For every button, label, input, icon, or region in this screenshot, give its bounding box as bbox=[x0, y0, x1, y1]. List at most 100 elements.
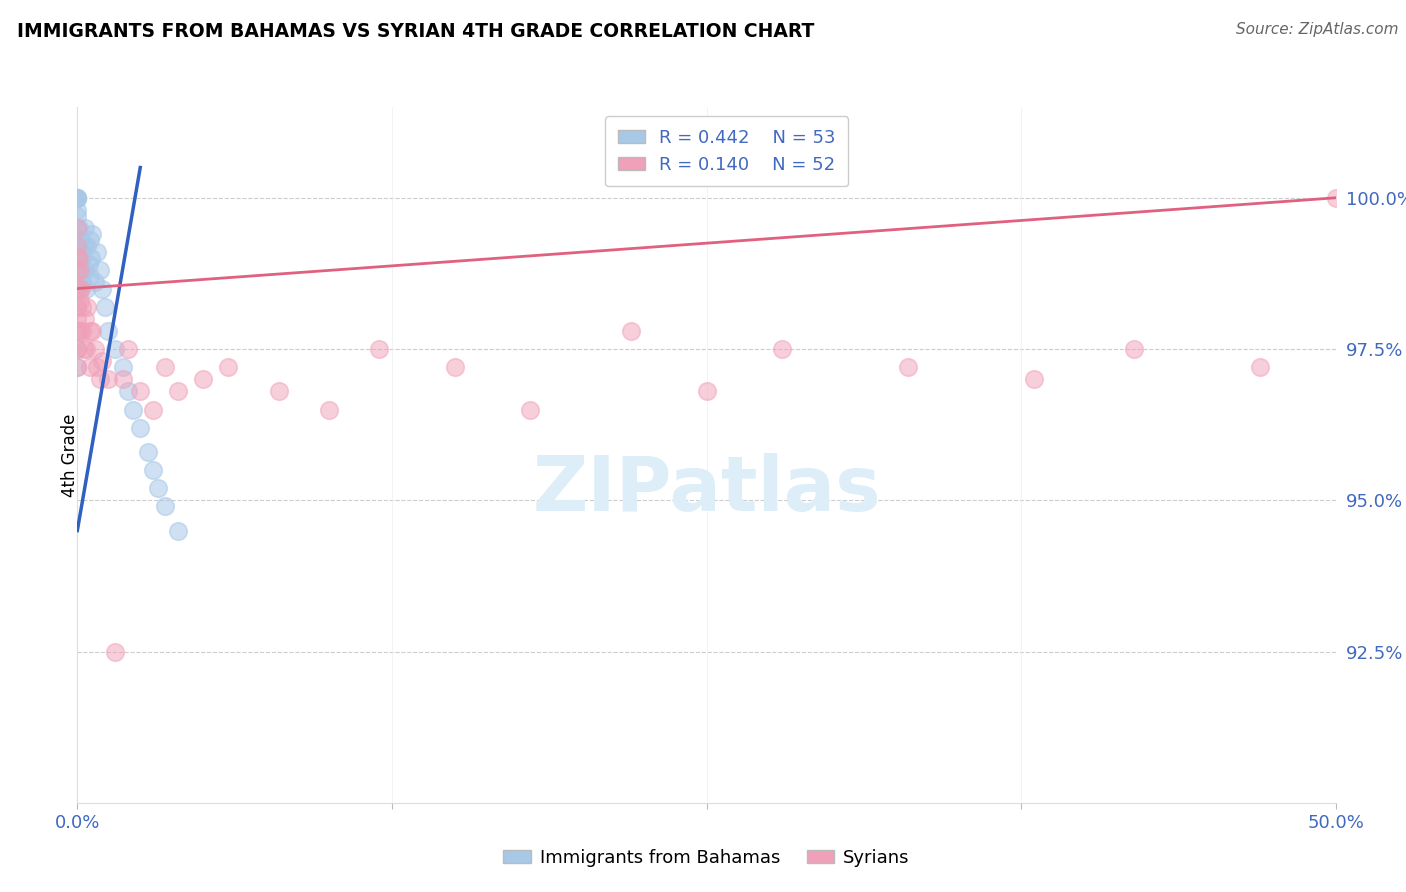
Point bbox=[66, 221, 89, 235]
Point bbox=[89, 263, 111, 277]
Point bbox=[66, 202, 89, 217]
Point bbox=[104, 342, 127, 356]
Point bbox=[69, 263, 91, 277]
Point bbox=[66, 342, 89, 356]
Point bbox=[91, 354, 114, 368]
Point bbox=[70, 281, 93, 295]
Point bbox=[89, 372, 111, 386]
Point bbox=[70, 269, 93, 284]
Point bbox=[620, 324, 643, 338]
Point bbox=[66, 300, 89, 314]
Point bbox=[79, 269, 101, 284]
Point bbox=[1123, 342, 1146, 356]
Point bbox=[72, 239, 94, 253]
Point bbox=[66, 281, 89, 295]
Point bbox=[519, 402, 541, 417]
Point bbox=[155, 360, 177, 375]
Point bbox=[142, 463, 165, 477]
Point bbox=[79, 360, 101, 375]
Point bbox=[96, 324, 118, 338]
Point bbox=[66, 252, 89, 266]
Point bbox=[146, 481, 169, 495]
Point bbox=[117, 384, 139, 399]
Point bbox=[66, 209, 89, 223]
Y-axis label: 4th Grade: 4th Grade bbox=[62, 413, 79, 497]
Point bbox=[69, 324, 91, 338]
Point bbox=[79, 324, 101, 338]
Point bbox=[66, 252, 89, 266]
Point bbox=[117, 342, 139, 356]
Legend: Immigrants from Bahamas, Syrians: Immigrants from Bahamas, Syrians bbox=[496, 841, 917, 874]
Point bbox=[72, 300, 94, 314]
Point bbox=[82, 324, 104, 338]
Point bbox=[86, 245, 108, 260]
Point bbox=[155, 500, 177, 514]
Point bbox=[66, 269, 89, 284]
Point bbox=[72, 252, 94, 266]
Point bbox=[67, 281, 90, 295]
Point bbox=[1324, 191, 1347, 205]
Point bbox=[191, 372, 215, 386]
Point bbox=[696, 384, 718, 399]
Point bbox=[136, 445, 159, 459]
Point bbox=[66, 191, 89, 205]
Point bbox=[66, 324, 89, 338]
Point bbox=[72, 342, 94, 356]
Point bbox=[69, 245, 91, 260]
Point bbox=[67, 221, 90, 235]
Point bbox=[129, 384, 152, 399]
Point bbox=[72, 324, 94, 338]
Point bbox=[770, 342, 793, 356]
Point bbox=[69, 281, 91, 295]
Point bbox=[66, 311, 89, 326]
Point bbox=[217, 360, 239, 375]
Point bbox=[67, 252, 90, 266]
Point bbox=[368, 342, 391, 356]
Point bbox=[84, 342, 107, 356]
Point bbox=[75, 342, 97, 356]
Point bbox=[80, 252, 103, 266]
Point bbox=[69, 263, 91, 277]
Point bbox=[897, 360, 920, 375]
Point bbox=[1249, 360, 1271, 375]
Point bbox=[66, 360, 89, 375]
Point bbox=[142, 402, 165, 417]
Text: IMMIGRANTS FROM BAHAMAS VS SYRIAN 4TH GRADE CORRELATION CHART: IMMIGRANTS FROM BAHAMAS VS SYRIAN 4TH GR… bbox=[17, 22, 814, 41]
Point bbox=[66, 342, 89, 356]
Point bbox=[167, 524, 190, 538]
Point bbox=[67, 239, 90, 253]
Point bbox=[66, 221, 89, 235]
Point bbox=[79, 233, 101, 247]
Point bbox=[66, 360, 89, 375]
Point bbox=[66, 191, 89, 205]
Point bbox=[86, 360, 108, 375]
Point bbox=[318, 402, 340, 417]
Text: ZIPatlas: ZIPatlas bbox=[533, 453, 880, 526]
Point bbox=[66, 281, 89, 295]
Point bbox=[267, 384, 290, 399]
Point bbox=[96, 372, 118, 386]
Point bbox=[66, 263, 89, 277]
Point bbox=[69, 293, 91, 308]
Point bbox=[82, 227, 104, 241]
Point bbox=[104, 644, 127, 658]
Point bbox=[66, 191, 89, 205]
Point bbox=[66, 239, 89, 253]
Text: Source: ZipAtlas.com: Source: ZipAtlas.com bbox=[1236, 22, 1399, 37]
Point bbox=[66, 300, 89, 314]
Point bbox=[167, 384, 190, 399]
Point bbox=[66, 191, 89, 205]
Point bbox=[77, 257, 100, 271]
Point bbox=[73, 311, 96, 326]
Point bbox=[72, 276, 94, 290]
Point bbox=[67, 257, 90, 271]
Point bbox=[444, 360, 467, 375]
Point bbox=[129, 420, 152, 434]
Point bbox=[70, 233, 93, 247]
Point bbox=[76, 300, 98, 314]
Point bbox=[76, 239, 98, 253]
Point bbox=[91, 281, 114, 295]
Point bbox=[94, 300, 117, 314]
Point bbox=[111, 360, 134, 375]
Point bbox=[67, 252, 90, 266]
